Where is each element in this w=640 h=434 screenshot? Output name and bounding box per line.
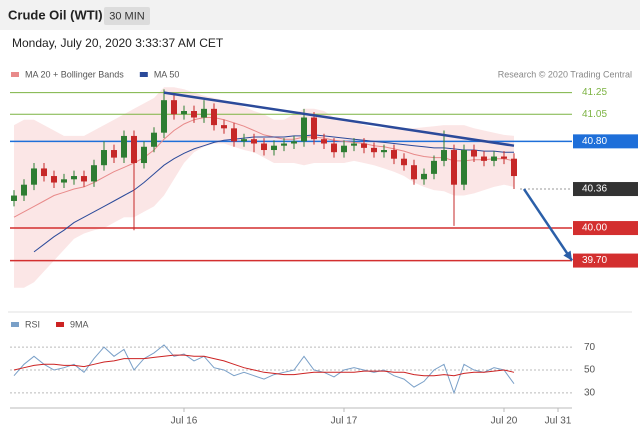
candle-body bbox=[11, 195, 17, 201]
datetime: Monday, July 20, 2020 3:33:37 AM CET bbox=[12, 36, 224, 50]
level-badge bbox=[573, 182, 638, 197]
candle-body bbox=[331, 143, 337, 153]
candle-body bbox=[241, 139, 247, 142]
rsi-line bbox=[13, 344, 515, 395]
x-tick-label: Jul 20 bbox=[491, 416, 518, 427]
candle-body bbox=[461, 150, 467, 185]
candle-body bbox=[471, 150, 477, 157]
candle-body bbox=[431, 160, 437, 174]
legend-swatch bbox=[11, 72, 19, 77]
trendline bbox=[522, 188, 574, 262]
candle-body bbox=[361, 143, 367, 148]
candle-body bbox=[501, 156, 507, 159]
legend-swatch bbox=[11, 322, 19, 327]
candle-body bbox=[181, 111, 187, 115]
level-badge bbox=[573, 221, 638, 236]
candle-body bbox=[421, 173, 427, 180]
rsi-line bbox=[13, 354, 515, 377]
candle-body bbox=[41, 168, 47, 177]
legend-label: RSI bbox=[25, 319, 40, 329]
candle-body bbox=[21, 184, 27, 196]
candle-body bbox=[281, 143, 287, 146]
candle-body bbox=[191, 111, 197, 118]
candle-body bbox=[291, 141, 297, 144]
candle-body bbox=[401, 158, 407, 166]
legend-swatch bbox=[56, 322, 65, 327]
credit: Research © 2020 Trading Central bbox=[498, 69, 632, 79]
candle-body bbox=[321, 139, 327, 144]
candle-body bbox=[31, 168, 37, 185]
level-label: 41.05 bbox=[582, 109, 607, 120]
candle-body bbox=[91, 165, 97, 182]
bollinger-band bbox=[14, 87, 514, 288]
candle-body bbox=[491, 156, 497, 161]
legend-swatch bbox=[139, 72, 148, 77]
candle-body bbox=[111, 150, 117, 158]
candle-body bbox=[351, 143, 357, 146]
candle-body bbox=[251, 139, 257, 144]
candle-body bbox=[511, 158, 517, 177]
moving-average bbox=[33, 134, 514, 253]
candle-body bbox=[201, 108, 207, 118]
timeframe[interactable]: 30 MIN bbox=[109, 10, 145, 22]
candle-body bbox=[441, 150, 447, 161]
arrow-head bbox=[563, 250, 572, 261]
candle-body bbox=[71, 176, 77, 180]
candle-body bbox=[411, 165, 417, 180]
candle-body bbox=[131, 135, 137, 164]
candle-body bbox=[221, 125, 227, 129]
candle-body bbox=[61, 179, 67, 183]
candle-body bbox=[51, 176, 57, 183]
moving-average bbox=[13, 117, 515, 218]
candle-body bbox=[311, 117, 317, 140]
legend-label: MA 50 bbox=[154, 69, 180, 79]
timeframe-badge[interactable] bbox=[104, 7, 150, 25]
trendline bbox=[163, 91, 515, 147]
x-tick-label: Jul 31 bbox=[545, 416, 572, 427]
y-tick-label: 50 bbox=[584, 365, 596, 376]
y-tick-label: 30 bbox=[584, 387, 596, 398]
level-badge bbox=[573, 134, 638, 149]
candle-body bbox=[161, 100, 167, 133]
level-badge bbox=[573, 253, 638, 268]
candle-body bbox=[101, 150, 107, 166]
candle-body bbox=[151, 132, 157, 147]
candle-body bbox=[271, 145, 277, 151]
candle-body bbox=[81, 176, 87, 182]
level-label: 40.00 bbox=[582, 223, 607, 234]
candle-body bbox=[121, 135, 127, 158]
legend-label: 9MA bbox=[70, 319, 89, 329]
candle-body bbox=[371, 147, 377, 153]
level-label: 40.36 bbox=[582, 184, 607, 195]
candle-body bbox=[481, 156, 487, 161]
candle-body bbox=[141, 146, 147, 164]
candle-body bbox=[261, 143, 267, 151]
y-tick-label: 70 bbox=[584, 342, 596, 353]
level-label: 40.80 bbox=[582, 136, 607, 147]
candle-body bbox=[381, 150, 387, 153]
candle-body bbox=[391, 150, 397, 159]
candle-body bbox=[301, 117, 307, 142]
candle-body bbox=[341, 145, 347, 153]
level-label: 39.70 bbox=[582, 255, 607, 266]
x-tick-label: Jul 16 bbox=[171, 416, 198, 427]
candle-body bbox=[451, 150, 457, 185]
candle-body bbox=[171, 100, 177, 115]
title: Crude Oil (WTI) bbox=[8, 7, 103, 22]
level-label: 41.25 bbox=[582, 87, 607, 98]
candle-body bbox=[231, 128, 237, 142]
x-tick-label: Jul 17 bbox=[331, 416, 358, 427]
candle-body bbox=[211, 108, 217, 126]
legend-label: MA 20 + Bollinger Bands bbox=[25, 69, 124, 79]
